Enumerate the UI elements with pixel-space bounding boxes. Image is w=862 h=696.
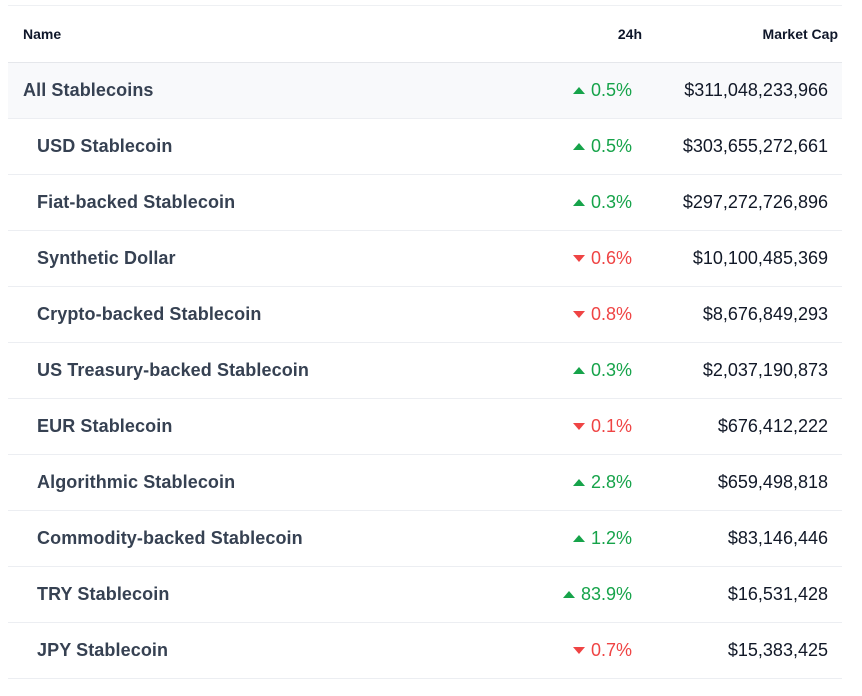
caret-up-icon xyxy=(562,591,575,598)
change-24h: 0.8% xyxy=(504,304,632,325)
table-row-1[interactable]: All Stablecoins 0.5% $311,048,233,966 xyxy=(8,63,842,119)
table-row-11[interactable]: JPY Stablecoin 0.7% $15,383,425 xyxy=(8,623,842,679)
category-name[interactable]: US Treasury-backed Stablecoin xyxy=(37,360,310,380)
category-name[interactable]: Commodity-backed Stablecoin xyxy=(37,528,303,548)
market-cap-value: $303,655,272,661 xyxy=(682,136,828,156)
category-name[interactable]: JPY Stablecoin xyxy=(37,640,169,660)
category-name[interactable]: Crypto-backed Stablecoin xyxy=(37,304,262,324)
market-cap-value: $297,272,726,896 xyxy=(682,192,828,212)
change-24h: 83.9% xyxy=(504,584,632,605)
category-name[interactable]: TRY Stablecoin xyxy=(37,584,170,604)
change-24h: 0.1% xyxy=(504,416,632,437)
caret-up-icon xyxy=(572,367,585,374)
market-cap-value: $83,146,446 xyxy=(727,528,828,548)
table-body: All Stablecoins 0.5% $311,048,233,966 US… xyxy=(8,63,842,679)
change-24h-value: 0.7% xyxy=(590,640,632,660)
table-row-4[interactable]: Synthetic Dollar 0.6% $10,100,485,369 xyxy=(8,231,842,287)
category-name[interactable]: Algorithmic Stablecoin xyxy=(37,472,236,492)
change-24h-value: 83.9% xyxy=(580,584,632,604)
caret-down-icon xyxy=(572,423,585,430)
column-header-market-cap[interactable]: Market Cap xyxy=(762,26,838,42)
top-divider xyxy=(8,5,842,6)
category-name[interactable]: USD Stablecoin xyxy=(37,136,173,156)
category-name[interactable]: All Stablecoins xyxy=(23,80,154,100)
caret-up-icon xyxy=(572,143,585,150)
change-24h-value: 0.1% xyxy=(590,416,632,436)
market-cap-value: $10,100,485,369 xyxy=(692,248,828,268)
category-name[interactable]: Synthetic Dollar xyxy=(37,248,176,268)
change-24h-value: 0.5% xyxy=(590,80,632,100)
column-header-24h[interactable]: 24h xyxy=(617,26,642,42)
change-24h: 1.2% xyxy=(504,528,632,549)
table-row-5[interactable]: Crypto-backed Stablecoin 0.8% $8,676,849… xyxy=(8,287,842,343)
table-header: Name 24h Market Cap xyxy=(8,6,842,63)
market-cap-value: $659,498,818 xyxy=(717,472,828,492)
caret-down-icon xyxy=(572,311,585,318)
table-row-6[interactable]: US Treasury-backed Stablecoin 0.3% $2,03… xyxy=(8,343,842,399)
caret-down-icon xyxy=(572,255,585,262)
table-row-2[interactable]: USD Stablecoin 0.5% $303,655,272,661 xyxy=(8,119,842,175)
market-cap-value: $676,412,222 xyxy=(717,416,828,436)
stablecoin-categories-table: Name 24h Market Cap All Stablecoins 0.5%… xyxy=(8,0,842,679)
change-24h: 0.3% xyxy=(504,192,632,213)
change-24h: 2.8% xyxy=(504,472,632,493)
table-row-3[interactable]: Fiat-backed Stablecoin 0.3% $297,272,726… xyxy=(8,175,842,231)
change-24h: 0.5% xyxy=(504,136,632,157)
change-24h: 0.3% xyxy=(504,360,632,381)
change-24h: 0.5% xyxy=(504,80,632,101)
change-24h-value: 1.2% xyxy=(590,528,632,548)
category-name[interactable]: Fiat-backed Stablecoin xyxy=(37,192,236,212)
change-24h-value: 0.3% xyxy=(590,192,632,212)
market-cap-value: $16,531,428 xyxy=(727,584,828,604)
market-cap-value: $15,383,425 xyxy=(727,640,828,660)
column-header-name[interactable]: Name xyxy=(23,26,62,42)
change-24h: 0.7% xyxy=(504,640,632,661)
caret-up-icon xyxy=(572,479,585,486)
table-row-8[interactable]: Algorithmic Stablecoin 2.8% $659,498,818 xyxy=(8,455,842,511)
market-cap-value: $311,048,233,966 xyxy=(684,80,828,100)
change-24h-value: 0.8% xyxy=(590,304,632,324)
change-24h-value: 0.6% xyxy=(590,248,632,268)
caret-up-icon xyxy=(572,199,585,206)
market-cap-value: $8,676,849,293 xyxy=(702,304,828,324)
market-cap-value: $2,037,190,873 xyxy=(702,360,828,380)
table-row-10[interactable]: TRY Stablecoin 83.9% $16,531,428 xyxy=(8,567,842,623)
caret-down-icon xyxy=(572,647,585,654)
change-24h-value: 2.8% xyxy=(590,472,632,492)
category-name[interactable]: EUR Stablecoin xyxy=(37,416,173,436)
caret-up-icon xyxy=(572,87,585,94)
change-24h-value: 0.5% xyxy=(590,136,632,156)
change-24h: 0.6% xyxy=(504,248,632,269)
table-row-9[interactable]: Commodity-backed Stablecoin 1.2% $83,146… xyxy=(8,511,842,567)
change-24h-value: 0.3% xyxy=(590,360,632,380)
caret-up-icon xyxy=(572,535,585,542)
table-row-7[interactable]: EUR Stablecoin 0.1% $676,412,222 xyxy=(8,399,842,455)
